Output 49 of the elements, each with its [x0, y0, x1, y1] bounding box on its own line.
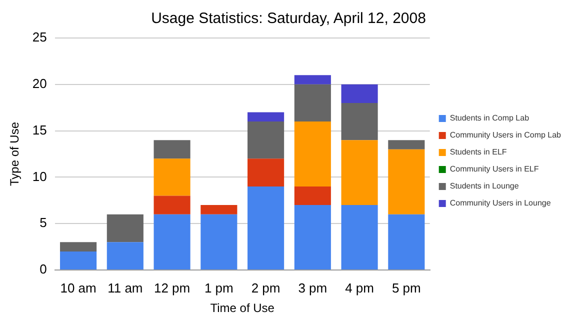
x-tick-label: 12 pm — [154, 280, 190, 296]
x-axis-title: Time of Use — [210, 301, 275, 316]
bar — [294, 122, 331, 186]
bar — [248, 122, 284, 159]
bar — [388, 149, 425, 214]
y-tick-label: 20 — [32, 76, 47, 91]
y-axis-title: Type of Use — [8, 122, 22, 186]
bar — [60, 242, 97, 252]
bar — [294, 186, 331, 206]
bar — [341, 102, 378, 140]
x-tick-label: 4 pm — [345, 280, 374, 296]
y-tick-label: 0 — [40, 262, 47, 277]
bar — [294, 205, 331, 270]
y-tick-label: 25 — [32, 30, 47, 45]
bar — [248, 158, 284, 186]
bar — [154, 158, 190, 196]
y-tick-label: 5 — [40, 215, 47, 230]
bar — [388, 140, 425, 150]
y-tick-label: 15 — [32, 122, 47, 138]
x-tick-label: 1 pm — [204, 280, 234, 296]
bar — [106, 242, 144, 270]
bar — [388, 214, 425, 270]
legend-label: Community Users in Lounge — [450, 198, 552, 208]
bar — [294, 75, 331, 84]
bar — [60, 251, 97, 270]
legend-label: Community Users in ELF — [450, 164, 539, 174]
legend-label: Students in Lounge — [450, 182, 520, 191]
bar — [154, 196, 190, 214]
bar — [294, 84, 331, 122]
x-tick-label: 11 am — [108, 280, 143, 296]
x-tick-label: 5 pm — [392, 280, 421, 296]
bar — [154, 140, 190, 159]
x-tick-label: 2 pm — [251, 280, 280, 296]
bar — [341, 205, 378, 270]
bar — [248, 186, 284, 270]
bar — [200, 214, 238, 270]
legend-label: Students in ELF — [450, 148, 507, 157]
bar — [341, 140, 378, 206]
bar — [248, 112, 284, 122]
x-tick-label: 10 am — [60, 280, 96, 296]
legend-label: Students in Comp Lab — [450, 114, 530, 123]
bar — [154, 214, 190, 270]
x-tick-label: 3 pm — [298, 280, 328, 296]
legend-label: Community Users in Comp Lab — [450, 130, 562, 140]
y-tick-label: 10 — [32, 168, 47, 184]
bar — [106, 214, 144, 242]
bar — [341, 84, 378, 103]
chart-title: Usage Statistics: Saturday, April 12, 2008 — [151, 10, 426, 28]
bar — [200, 205, 238, 214]
